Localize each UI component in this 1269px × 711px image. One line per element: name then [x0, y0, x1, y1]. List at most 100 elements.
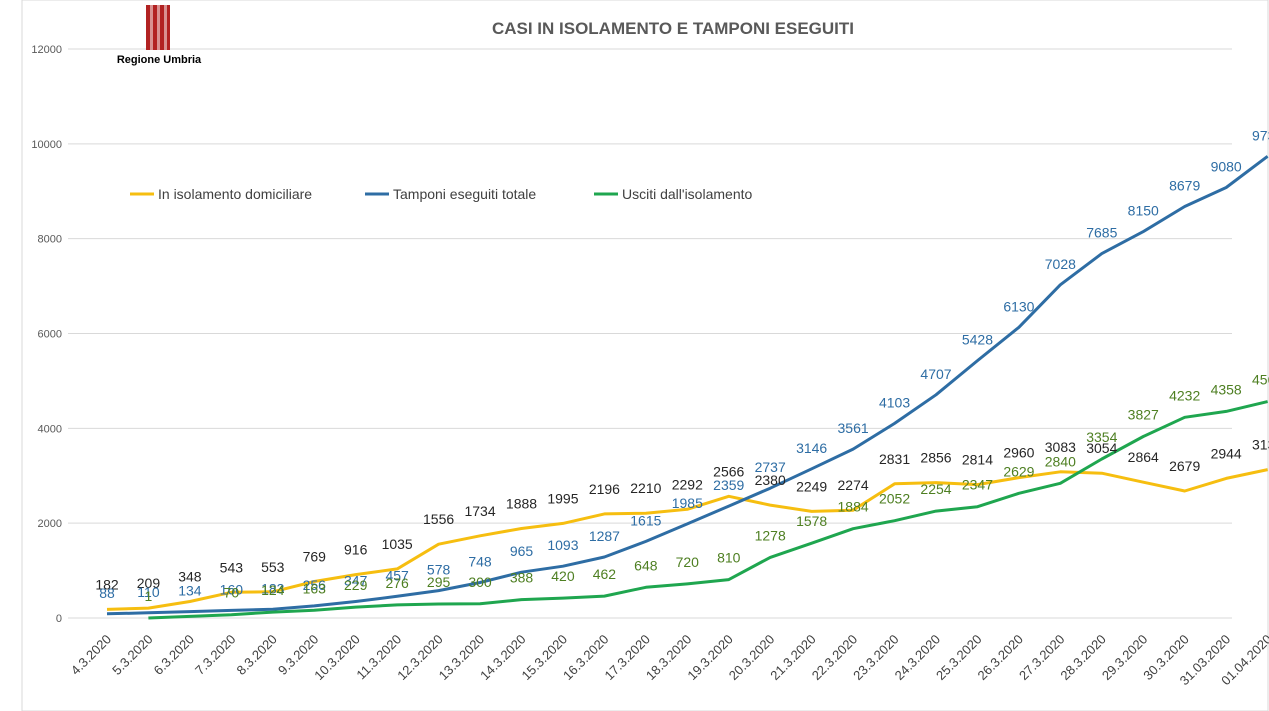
data-label: 965: [510, 543, 534, 559]
data-label: 8679: [1169, 177, 1200, 193]
y-axis-ticks: 0 2000 4000 6000 8000 10000 12000: [31, 44, 62, 625]
data-label: 2864: [1128, 449, 1159, 465]
data-label: 110: [137, 584, 160, 600]
data-label: 2944: [1211, 445, 1242, 461]
data-label: 2052: [879, 491, 910, 507]
data-label: 1578: [796, 513, 827, 529]
logo: Regione Umbria: [117, 5, 202, 66]
data-labels: 182 209 348 543 553 769 916 1035 1556 1734 1888 199…: [95, 127, 1269, 604]
data-label: 457: [385, 567, 409, 583]
logo-text: Regione Umbria: [117, 54, 202, 66]
data-label: 9738: [1252, 127, 1269, 143]
data-label: 2274: [838, 477, 869, 493]
data-label: 916: [344, 542, 368, 558]
data-label: 2249: [796, 478, 827, 494]
data-label: 8150: [1128, 203, 1159, 219]
data-label: 810: [717, 550, 741, 566]
data-label: 3083: [1045, 439, 1076, 455]
data-label: 7685: [1086, 225, 1117, 241]
data-label: 2566: [713, 463, 744, 479]
data-label: 160: [220, 581, 244, 597]
series-line: [106, 468, 1268, 611]
data-label: 276: [385, 575, 409, 591]
logo-emblem-stripe: [164, 5, 167, 50]
data-label: 2831: [879, 451, 910, 467]
data-label: 295: [427, 574, 451, 590]
series-line: [148, 400, 1268, 620]
data-label: 256: [303, 577, 327, 593]
data-label: 2960: [1003, 445, 1034, 461]
data-label: 1995: [547, 490, 578, 506]
data-label: 2629: [1003, 463, 1034, 479]
data-label: 2856: [920, 450, 951, 466]
logo-emblem-stripe: [157, 5, 160, 50]
logo-emblem-stripe: [150, 5, 153, 50]
y-tick-label: 2000: [38, 518, 62, 530]
data-label: 1035: [382, 536, 413, 552]
data-label: 1556: [423, 511, 454, 527]
legend-label: Usciti dall'isolamento: [622, 186, 752, 202]
y-tick-label: 12000: [31, 44, 62, 56]
data-label: 4707: [920, 366, 951, 382]
data-label: 543: [220, 559, 244, 575]
data-label: 553: [261, 559, 285, 575]
data-label: 70: [224, 585, 240, 601]
data-label: 1888: [506, 495, 537, 511]
data-label: 1734: [464, 503, 495, 519]
data-label: 2737: [755, 459, 786, 475]
data-label: 9080: [1211, 158, 1242, 174]
data-label: 183: [261, 580, 285, 596]
y-tick-label: 6000: [38, 329, 62, 341]
y-tick-label: 8000: [38, 234, 62, 246]
data-label: 124: [261, 582, 285, 598]
data-label: 2814: [962, 452, 993, 468]
data-label: 3130: [1252, 437, 1269, 453]
data-label: 347: [344, 573, 368, 589]
legend-label: Tamponi eseguiti totale: [393, 186, 536, 202]
data-label: 6130: [1003, 298, 1034, 314]
data-label: 3354: [1086, 429, 1117, 445]
data-label: 1093: [547, 537, 578, 553]
data-label: 2679: [1169, 458, 1200, 474]
chart-area-border: [21, 0, 1269, 711]
data-label: 4103: [879, 394, 910, 410]
data-label: 462: [593, 566, 617, 582]
data-label: 2254: [920, 481, 951, 497]
data-label: 4232: [1169, 387, 1200, 403]
gridlines: [68, 48, 1232, 619]
data-label: 2380: [755, 472, 786, 488]
data-label: 1884: [838, 499, 869, 515]
data-label: 134: [178, 583, 202, 599]
data-label: 2347: [962, 477, 993, 493]
series-lines: [106, 155, 1269, 620]
data-label: 420: [551, 568, 575, 584]
data-label: 1985: [672, 495, 703, 511]
data-label: 1: [145, 588, 153, 604]
y-tick-label: 0: [56, 613, 62, 625]
data-label: 2292: [672, 476, 703, 492]
data-label: 388: [510, 570, 534, 586]
data-label: 3827: [1128, 407, 1159, 423]
data-label: 2196: [589, 481, 620, 497]
data-label: 5428: [962, 332, 993, 348]
data-label: 163: [303, 580, 327, 596]
data-label: 229: [344, 577, 368, 593]
data-label: 300: [468, 574, 492, 590]
data-label: 7028: [1045, 256, 1076, 272]
data-label: 3561: [838, 420, 869, 436]
data-label: 720: [676, 554, 700, 570]
data-label: 2359: [713, 477, 744, 493]
data-label: 1287: [589, 528, 620, 544]
data-label: 182: [95, 576, 119, 592]
y-tick-label: 10000: [31, 139, 62, 151]
series-line: [106, 155, 1269, 616]
data-label: 3054: [1086, 440, 1117, 456]
data-label: 1278: [755, 527, 786, 543]
data-label: 578: [427, 562, 451, 578]
legend: In isolamento domiciliare Tamponi eseguit…: [130, 186, 752, 202]
data-label: 209: [137, 575, 161, 591]
data-label: 2210: [630, 480, 661, 496]
chart-title: CASI IN ISOLAMENTO E TAMPONI ESEGUITI: [492, 19, 854, 38]
data-label: 4563: [1252, 372, 1269, 388]
